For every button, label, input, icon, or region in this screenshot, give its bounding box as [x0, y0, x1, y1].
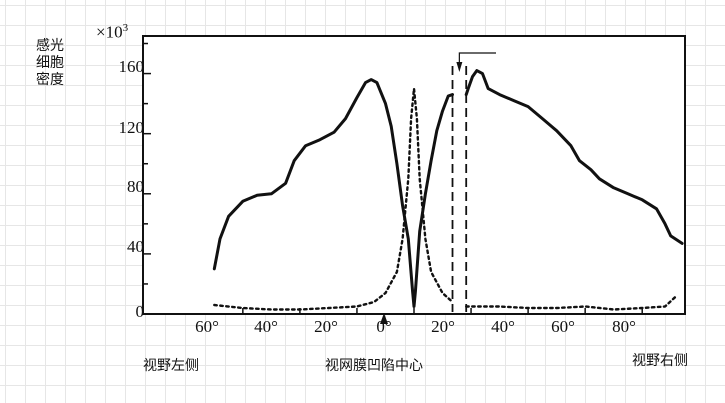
y-unit-base: ×10	[96, 22, 123, 42]
xtick-label-right-40: 40°	[491, 317, 515, 336]
ytick-label-40: 40	[127, 237, 144, 256]
xtick-label-0: 0°	[376, 317, 392, 336]
series-group	[212, 69, 684, 311]
blind-spot-arrow	[456, 62, 463, 72]
y-unit-exponent: 3	[122, 22, 129, 34]
ytick-label-0: 0	[135, 302, 145, 321]
ytick-label-80: 80	[127, 177, 144, 196]
ytick-label-160: 160	[118, 57, 145, 76]
ylabel-line-2: 细胞	[36, 55, 64, 71]
y-unit: ×103	[96, 22, 128, 43]
xtick-label-right-20: 20°	[431, 317, 455, 336]
xtick-label-left-20: 20°	[314, 317, 338, 336]
xtick-label-left-60: 60°	[195, 317, 219, 336]
xtick-label-right-60: 60°	[551, 317, 575, 336]
blind-spot-leader	[458, 52, 496, 66]
label-fovea: 视网膜凹陷中心	[325, 358, 423, 374]
plot-frame	[142, 35, 686, 315]
blind-spot-annotation	[451, 52, 496, 312]
series-cone-density-line	[212, 69, 684, 308]
y-ticks	[143, 42, 151, 315]
fovea-marker	[380, 313, 388, 324]
ylabel-line-3: 密度	[36, 72, 64, 88]
ytick-label-120: 120	[118, 118, 145, 137]
label-right-visual-field: 视野右侧	[632, 353, 688, 369]
xtick-label-right-80: 80°	[612, 317, 636, 336]
xtick-label-left-40: 40°	[254, 317, 278, 336]
series-rod-density-line	[213, 87, 678, 311]
label-left-visual-field: 视野左侧	[143, 358, 199, 374]
ylabel-line-1: 感光	[36, 38, 64, 54]
